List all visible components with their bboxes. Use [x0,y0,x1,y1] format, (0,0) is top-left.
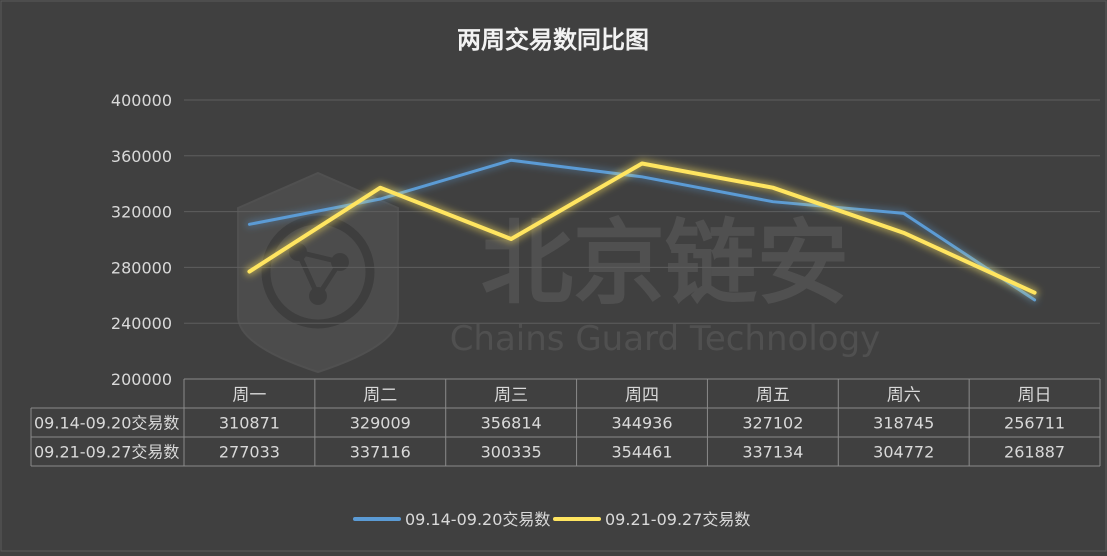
table-cell-value: 354461 [611,443,672,462]
y-tick-label: 360000 [111,147,172,166]
legend-label: 09.21-09.27交易数 [605,510,750,529]
watermark-brand-cn: 北京链安 [481,210,849,317]
table-cell-value: 329009 [350,414,411,433]
table-cell-value: 304772 [873,443,934,462]
legend: 09.14-09.20交易数 09.21-09.27交易数 [353,510,750,529]
x-category-label: 周五 [756,386,790,406]
x-category-label: 周四 [625,386,659,406]
table-cell-value: 327102 [742,414,803,433]
y-tick-label: 280000 [111,258,172,277]
legend-label: 09.14-09.20交易数 [405,510,550,529]
y-tick-label: 200000 [111,370,172,389]
table-row-series-label: 09.14-09.20交易数 [34,414,179,433]
table-cell-value: 318745 [873,414,934,433]
table-cell-value: 256711 [1004,414,1065,433]
x-category-label: 周三 [494,386,528,406]
y-tick-label: 320000 [111,203,172,222]
watermark-shield-logo-icon [237,171,399,374]
x-category-label: 周六 [887,386,921,406]
y-tick-label: 240000 [111,314,172,333]
x-category-label: 周日 [1018,386,1052,406]
table-cell-value: 337116 [350,443,411,462]
chart-title: 两周交易数同比图 [457,26,649,54]
table-row-series-label: 09.21-09.27交易数 [34,443,179,462]
series-line [247,161,1037,295]
table-cell-value: 337134 [742,443,803,462]
series-line [247,158,1037,302]
x-category-label: 周一 [232,386,266,406]
x-category-label: 周二 [363,386,397,406]
series-lines [244,156,1040,304]
data-table: 周一 周二 周三 周四 周五 周六 周日 09.14-09.20交易数 310871 329009… [30,378,1101,467]
table-cell-value: 356814 [481,414,542,433]
y-tick-label: 400000 [111,91,172,110]
watermark-brand-en: Chains Guard Technology [450,319,881,359]
table-cell-value: 300335 [481,443,542,462]
table-cell-value: 344936 [611,414,672,433]
table-cell-value: 261887 [1004,443,1065,462]
y-axis-ticks: 200000 240000 280000 320000 360000 400000 [111,91,172,389]
watermark: 北京链安 Chains Guard Technology [237,171,881,374]
table-cell-value: 277033 [219,443,280,462]
table-cell-value: 310871 [219,414,280,433]
